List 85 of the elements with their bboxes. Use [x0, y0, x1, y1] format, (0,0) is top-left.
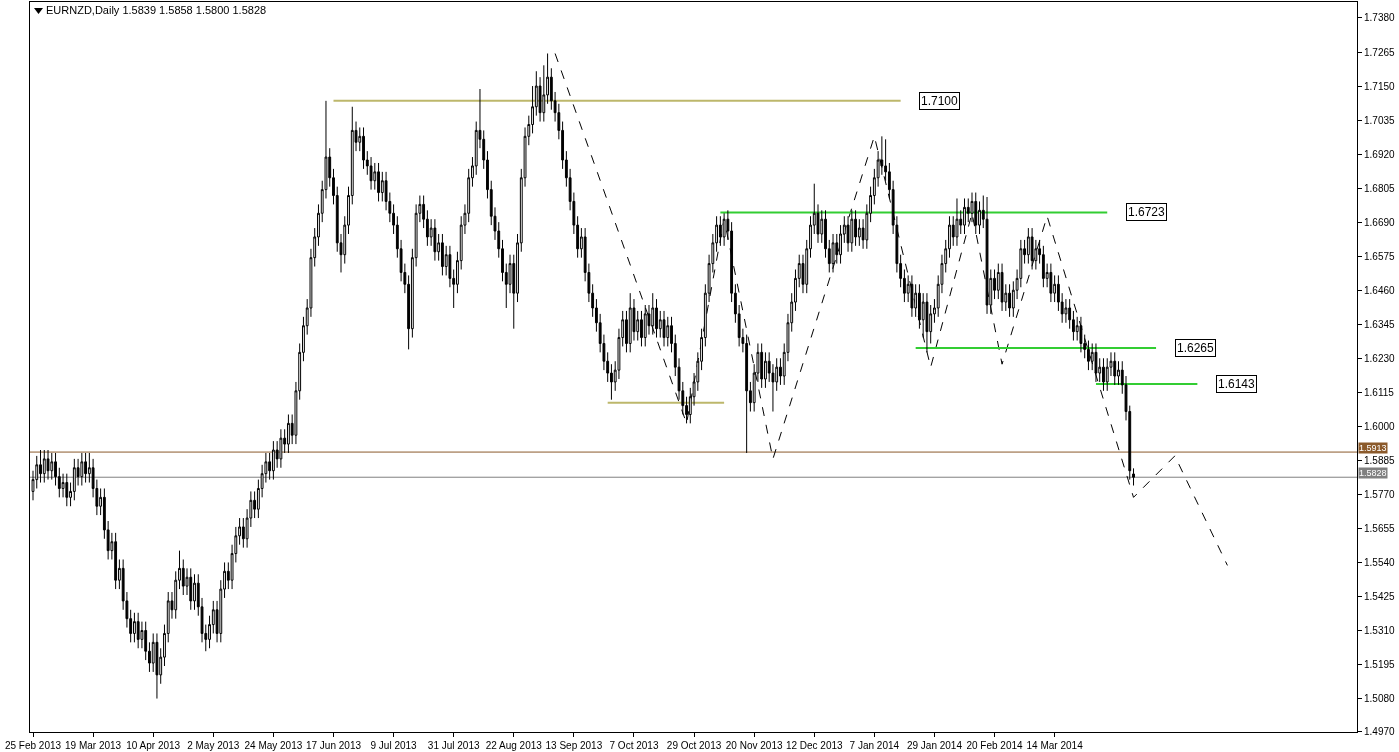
series-label: 1.6723 [1128, 205, 1166, 219]
candlestick [1113, 351, 1117, 386]
candlestick [189, 567, 193, 611]
candlestick [80, 452, 84, 487]
y-tick-label: 1.5080 [1364, 693, 1396, 705]
candlestick [136, 612, 140, 649]
y-tick-label: 1.7150 [1364, 80, 1396, 92]
x-tick-label: 9 Jul 2013 [370, 740, 418, 751]
candlestick [1008, 283, 1011, 318]
y-tick-label: 1.7380 [1364, 12, 1396, 24]
x-tick-label: 20 Nov 2013 [725, 740, 783, 751]
x-tick-label: 25 Feb 2013 [4, 740, 62, 751]
y-tick-label: 1.7265 [1364, 46, 1396, 58]
y-tick-label: 1.5885 [1364, 454, 1396, 466]
chart-title: EURNZD,Daily 1.5839 1.5858 1.5800 1.5828 [46, 3, 267, 16]
y-tick-label: 1.6920 [1364, 148, 1396, 160]
y-tick-label: 1.5770 [1364, 488, 1396, 500]
x-tick-label: 20 Feb 2014 [966, 740, 1024, 751]
series-label: 1.6143 [1218, 377, 1256, 391]
x-tick-label: 12 Dec 2013 [785, 740, 844, 751]
x-tick-label: 17 Jun 2013 [305, 740, 362, 751]
candlestick [46, 449, 50, 481]
candlestick [651, 292, 655, 336]
x-tick-label: 22 Aug 2013 [485, 740, 543, 751]
candlestick [974, 192, 978, 235]
candlestick [377, 162, 380, 202]
candlestick [628, 292, 632, 353]
y-tick-label: 1.6115 [1364, 386, 1395, 398]
x-tick-label: 19 Mar 2013 [65, 740, 122, 751]
candlestick [1132, 467, 1135, 487]
y-tick-label: 1.4970 [1364, 725, 1396, 737]
candlestick [910, 274, 914, 318]
candlestick [1000, 263, 1004, 312]
y-tick-label: 1.5195 [1364, 659, 1396, 671]
x-tick-label: 2 May 2013 [187, 740, 240, 751]
ref-line-label: 1.5828 [1359, 468, 1387, 478]
candlestick [963, 197, 966, 235]
series-label: 1.6265 [1177, 341, 1215, 355]
y-tick-label: 1.6230 [1364, 352, 1396, 364]
candlestick [42, 449, 46, 484]
x-tick-label: 31 Jul 2013 [427, 740, 480, 751]
x-tick-label: 29 Jan 2014 [906, 740, 963, 751]
x-tick-label: 13 Sep 2013 [545, 740, 603, 751]
y-tick-label: 1.6805 [1364, 182, 1396, 194]
y-tick-label: 1.7035 [1364, 114, 1396, 126]
series-label: 1.7100 [921, 94, 959, 108]
candlestick [1030, 227, 1034, 270]
candlestick [155, 632, 159, 700]
y-tick-label: 1.6345 [1364, 318, 1396, 330]
candlestick [433, 218, 437, 262]
candlestick [760, 342, 764, 389]
y-tick-label: 1.6690 [1364, 216, 1396, 228]
candlestick [1102, 357, 1105, 392]
candlestick [279, 428, 283, 469]
x-tick-label: 7 Jan 2014 [849, 740, 900, 751]
candlestick [722, 212, 726, 247]
candlestick [850, 209, 854, 253]
candlestick [985, 196, 989, 315]
ref-line-label: 1.5913 [1359, 443, 1387, 453]
candlestick [662, 310, 666, 347]
candlestick [440, 233, 444, 276]
candlestick [1094, 342, 1098, 383]
y-tick-label: 1.5655 [1364, 522, 1396, 534]
candlestick [114, 532, 118, 590]
y-tick-label: 1.5310 [1364, 625, 1396, 636]
candlestick [39, 449, 42, 484]
candlestick [925, 292, 929, 353]
y-tick-label: 1.6000 [1364, 420, 1396, 432]
y-tick-label: 1.6460 [1364, 284, 1396, 296]
y-tick-label: 1.5540 [1364, 556, 1396, 568]
candlestick [65, 473, 69, 507]
candlestick [1049, 263, 1053, 303]
x-tick-label: 29 Oct 2013 [666, 740, 722, 751]
candlestick [643, 304, 647, 347]
x-tick-label: 24 May 2013 [244, 740, 303, 751]
x-tick-label: 14 Mar 2014 [1026, 740, 1084, 751]
x-tick-label: 7 Oct 2013 [609, 740, 659, 751]
x-tick-label: 10 Apr 2013 [126, 740, 181, 751]
candlestick [84, 452, 88, 484]
candlestick [831, 233, 835, 273]
candlestick [271, 440, 275, 481]
y-tick-label: 1.5425 [1364, 590, 1396, 602]
candlestick [955, 197, 959, 247]
candlestick [286, 413, 290, 454]
y-tick-label: 1.6575 [1364, 250, 1396, 262]
